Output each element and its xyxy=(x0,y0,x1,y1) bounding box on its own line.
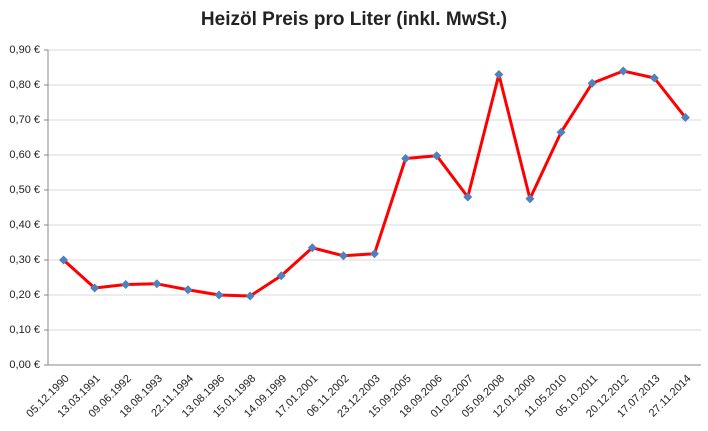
y-tick-label: 0,00 € xyxy=(9,359,40,371)
y-tick-label: 0,60 € xyxy=(9,149,40,161)
chart-title: Heizöl Preis pro Liter (inkl. MwSt.) xyxy=(201,9,507,30)
marker xyxy=(276,271,286,281)
marker xyxy=(245,291,255,301)
marker xyxy=(680,113,690,123)
marker xyxy=(59,255,69,265)
marker xyxy=(432,151,442,161)
marker xyxy=(618,66,628,76)
y-tick-label: 0,10 € xyxy=(9,324,40,336)
y-tick-label: 0,80 € xyxy=(9,79,40,91)
y-tick-label: 0,40 € xyxy=(9,219,40,231)
marker xyxy=(494,70,504,79)
marker xyxy=(649,73,659,83)
marker xyxy=(152,279,162,289)
marker xyxy=(307,243,317,253)
y-tick-label: 0,50 € xyxy=(9,184,40,196)
marker xyxy=(90,283,100,293)
marker xyxy=(525,194,535,204)
marker xyxy=(183,285,193,295)
marker xyxy=(556,127,566,137)
marker xyxy=(121,280,131,289)
marker xyxy=(587,78,597,88)
marker xyxy=(338,251,348,261)
y-tick-label: 0,70 € xyxy=(9,114,40,126)
marker xyxy=(214,290,224,300)
y-tick-label: 0,20 € xyxy=(9,289,40,301)
marker xyxy=(370,249,379,259)
y-tick-label: 0,30 € xyxy=(9,254,40,266)
line xyxy=(62,69,687,298)
y-tick-label: 0,90 € xyxy=(9,44,40,56)
marker xyxy=(463,192,473,202)
marker xyxy=(401,154,411,163)
